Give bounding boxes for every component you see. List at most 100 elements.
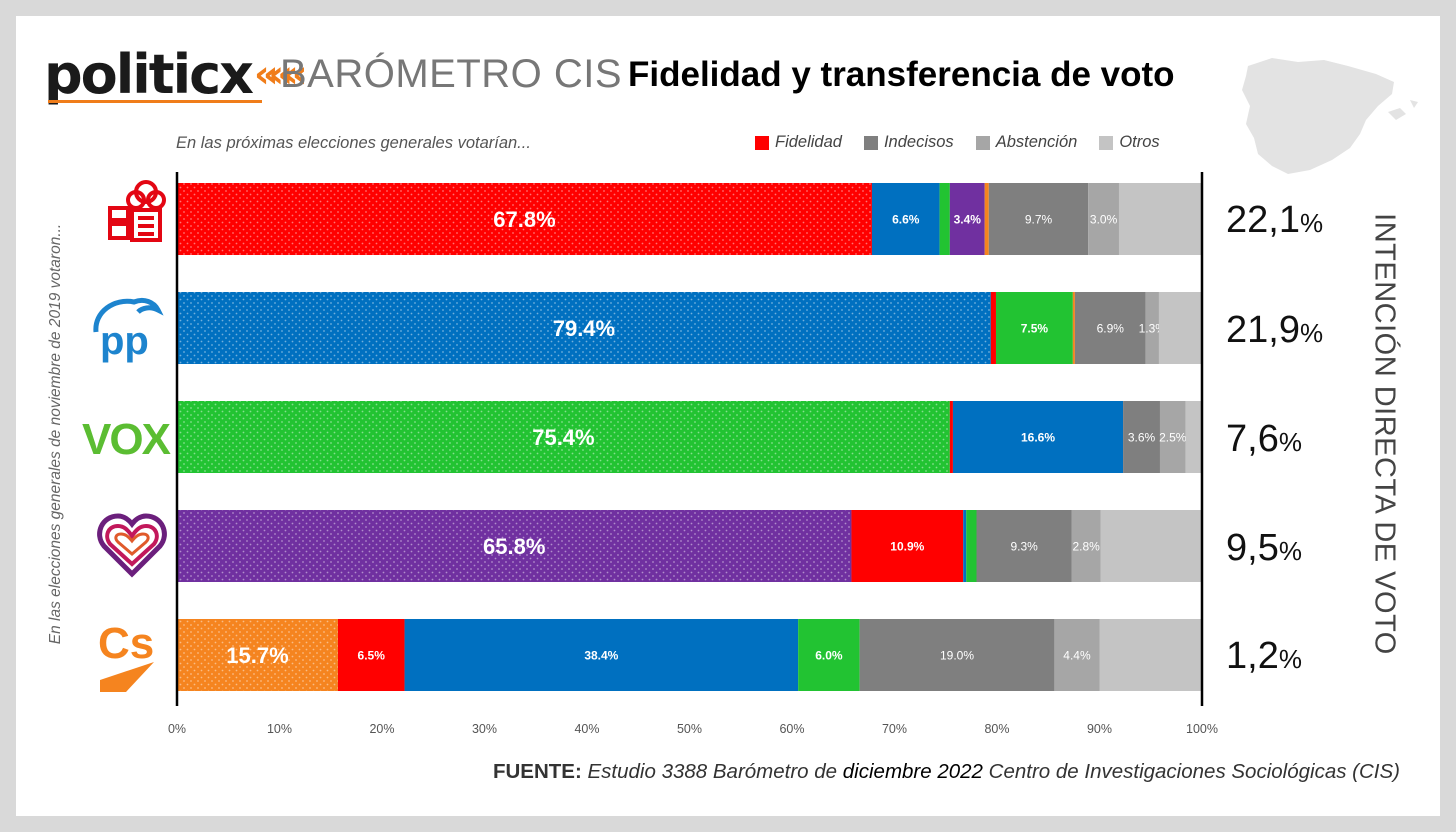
bar-segment (851, 510, 964, 582)
intention-value-up: 9,5% (1226, 528, 1302, 571)
x-tick-label: 50% (677, 722, 702, 736)
bar-segment (939, 183, 950, 255)
x-tick-label: 10% (267, 722, 292, 736)
legend-label: Fidelidad (775, 133, 842, 151)
bar-segment (871, 183, 940, 255)
bar-segment (952, 401, 1124, 473)
bar-segment (1071, 510, 1101, 582)
legend-swatch (863, 135, 878, 150)
bar-data-label: 6.5% (358, 649, 386, 663)
intention-value-vox: 7,6% (1226, 419, 1302, 462)
bar-data-label: 19.0% (940, 649, 974, 663)
legend-label: Indecisos (883, 133, 954, 151)
intention-number: 22,1 (1226, 199, 1300, 241)
bar-data-label: 3.0% (1090, 213, 1118, 227)
x-tick-label: 60% (779, 722, 804, 736)
fidelity-dot-pattern (177, 183, 872, 255)
intention-number: 9,5 (1226, 527, 1279, 569)
bar-data-label: 4.4% (1063, 649, 1091, 663)
bar-segment (1185, 401, 1202, 473)
bar-data-label: 2.8% (1072, 540, 1100, 554)
legend-item-fidelidad: Fidelidad (755, 133, 842, 152)
bar-data-label: 7.5% (1021, 322, 1049, 336)
brand-name: politicx (44, 43, 254, 106)
bar-segment (949, 183, 985, 255)
x-tick-label: 100% (1186, 722, 1218, 736)
intention-number: 7,6 (1226, 418, 1279, 460)
intention-value-psoe: 22,1% (1226, 200, 1323, 243)
fidelity-dot-pattern (177, 510, 852, 582)
page-title: Fidelidad y transferencia de voto (628, 55, 1175, 94)
bar-segment (1123, 401, 1160, 473)
x-ticks-group: 0% 10% 20% 30% 40% 50% 60% 70% 80% 90% 100% (168, 722, 1218, 736)
legend-item-otros: Otros (1099, 133, 1160, 152)
legend-swatch (1099, 135, 1114, 150)
legend-label: Abstención (995, 133, 1078, 151)
brand-logo: politicx««« (44, 43, 308, 106)
bar-segment (990, 292, 996, 364)
bar-segment (1100, 510, 1202, 582)
bar-segment (1158, 292, 1202, 364)
bar-data-label: 6.9% (1097, 322, 1125, 336)
bar-segment (963, 510, 967, 582)
legend-label: Otros (1119, 133, 1160, 151)
source-text-a: Estudio 3388 Barómetro de (587, 760, 838, 783)
bar-data-label: 6.0% (815, 649, 843, 663)
bar-segment (859, 619, 1055, 691)
chart-subtitle: En las próximas elecciones generales vot… (176, 134, 531, 152)
bar-segment (1159, 401, 1186, 473)
fidelity-dot-pattern (177, 619, 338, 691)
bar-segment (984, 183, 989, 255)
bar-segment (976, 510, 1072, 582)
bar-data-label: 9.7% (1025, 213, 1053, 227)
bar-data-label: 75.4% (532, 425, 594, 450)
x-tick-label: 30% (472, 722, 497, 736)
svg-text:Cs: Cs (98, 619, 154, 668)
spain-map-icon (1242, 58, 1418, 174)
intention-unit: % (1278, 644, 1302, 674)
bar-data-label: 16.6% (1021, 431, 1055, 445)
intention-value-pp: 21,9% (1226, 310, 1323, 353)
intention-unit: % (1299, 318, 1324, 348)
bar-data-label: 79.4% (553, 316, 615, 341)
bar-data-label: 9.3% (1010, 540, 1038, 554)
legend-swatch (755, 135, 769, 150)
intention-number: 21,9 (1226, 309, 1300, 351)
bar-data-label: 65.8% (483, 534, 545, 559)
bar-data-label: 67.8% (493, 207, 555, 232)
bar-data-label: 38.4% (584, 649, 618, 663)
bar-segment (1074, 292, 1146, 364)
ciudadanos-logo-icon: Cs (98, 619, 154, 692)
intention-unit: % (1299, 208, 1324, 238)
intention-unit: % (1278, 427, 1302, 457)
bar-segment (404, 619, 799, 691)
x-tick-label: 0% (168, 722, 186, 736)
bar-segment (1088, 183, 1119, 255)
barometer-title: BARÓMETRO CIS (280, 52, 623, 96)
x-tick-label: 80% (984, 722, 1009, 736)
bar-data-label: 2.5% (1159, 431, 1187, 445)
svg-text:pp: pp (100, 319, 149, 363)
source-text-c: Centro de Investigaciones Sociológicas (… (988, 760, 1400, 783)
fidelity-dot-pattern (177, 401, 950, 473)
vox-logo-icon: VOX (82, 415, 172, 464)
bar-segment (1145, 292, 1159, 364)
psoe-logo-icon (108, 180, 166, 242)
x-tick-label: 90% (1087, 722, 1112, 736)
source-note: FUENTE: Estudio 3388 Barómetro de diciem… (493, 760, 1400, 784)
bar-segment (1054, 619, 1100, 691)
bar-segment (798, 619, 860, 691)
source-date: diciembre 2022 (842, 760, 983, 783)
x-tick-label: 20% (369, 722, 394, 736)
brand-underline (48, 100, 262, 103)
bar-data-label: 10.9% (890, 540, 924, 554)
bar-data-label: 3.4% (954, 213, 982, 227)
bar-data-label: 15.7% (226, 643, 288, 668)
x-tick-label: 70% (882, 722, 907, 736)
legend: Fidelidad Indecisos Abstención Otros (755, 133, 1160, 152)
bar-segment (1072, 292, 1075, 364)
bars-group: 67.8% 6.6% 3.4% 9.7% 3.0%79.4% 7.5% 6.9% 1.3%75… (177, 183, 1202, 691)
legend-item-abstencion: Abstención (975, 133, 1078, 152)
bar-data-label: 6.6% (892, 213, 920, 227)
